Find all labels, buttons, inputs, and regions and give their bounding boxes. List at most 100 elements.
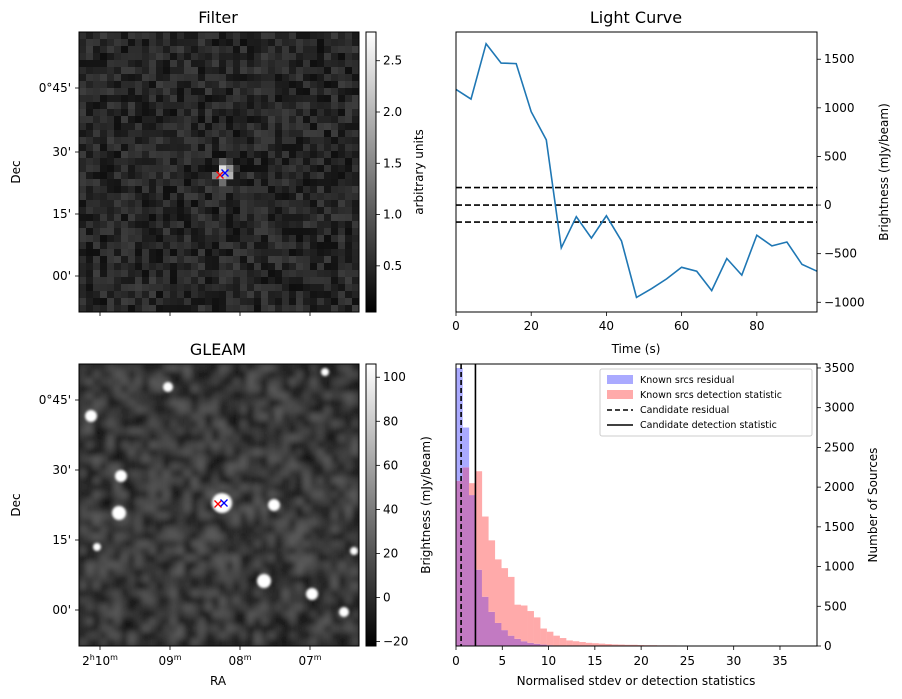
filter-pixel [296,88,304,96]
gleam-source [163,382,173,392]
gleam-pixel [86,427,94,435]
filter-pixel [289,46,297,54]
filter-pixel [331,256,339,264]
gleam-pixel [331,610,339,619]
filter-pixel [156,242,164,250]
filter-pixel [170,60,178,68]
histogram-bar [605,644,612,646]
gleam-pixel [93,526,101,534]
filter-pixel [156,130,164,138]
gleam-pixel [121,448,129,456]
gleam-pixel [331,547,339,555]
gleam-ytick-label: 15' [52,533,71,547]
legend-label-detection: Known srcs detection statistic [640,390,782,401]
filter-pixel [107,249,115,257]
gleam-pixel [163,392,171,400]
gleam-pixel [226,483,234,492]
gleam-pixel [310,483,318,492]
filter-pixel [247,102,255,110]
filter-pixel [345,305,353,313]
filter-pixel [226,242,234,250]
gleam-pixel [170,497,178,506]
filter-pixel [135,305,143,313]
filter-pixel [212,102,220,110]
gleam-pixel [310,638,318,646]
gleam-pixel [324,385,332,393]
filter-pixel [191,256,199,264]
gleam-pixel [135,596,143,604]
gleam-pixel [324,413,332,421]
gleam-pixel [219,441,227,449]
filter-pixel [156,88,164,96]
gleam-pixel [149,519,157,527]
gleam-pixel [184,483,192,492]
filter-pixel [233,207,241,215]
gleam-pixel [275,631,283,640]
filter-pixel [135,116,143,124]
filter-pixel [268,137,276,145]
gleam-pixel [177,455,185,463]
gleam-pixel [282,476,290,485]
filter-pixel [156,46,164,54]
filter-pixel [86,214,94,222]
gleam-pixel [352,631,359,640]
filter-pixel [317,200,325,208]
filter-pixel [135,144,143,152]
gleam-pixel [317,497,325,506]
gleam-pixel [149,364,157,372]
filter-pixel [219,116,227,124]
filter-pixel [282,284,290,292]
gleam-pixel [135,462,143,471]
filter-pixel [142,102,150,110]
filter-pixel [142,32,150,40]
gleam-pixel [212,582,220,590]
filter-pixel [233,200,241,208]
filter-pixel [296,116,304,124]
gleam-pixel [142,519,150,527]
filter-pixel [100,207,108,215]
filter-pixel [121,221,129,229]
gleam-pixel [345,448,353,456]
filter-pixel [177,74,185,82]
gleam-pixel [128,624,136,633]
gleam-pixel [331,505,339,513]
filter-pixel [205,214,213,222]
filter-pixel [261,144,269,152]
gleam-pixel [163,589,171,597]
gleam-pixel [226,427,234,435]
filter-pixel [142,46,150,54]
gleam-pixel [100,371,108,379]
gleam-pixel [219,582,227,590]
filter-pixel [275,88,283,96]
gleam-pixel [177,476,185,485]
gleam-pixel [184,512,192,520]
gleam-pixel [114,406,122,414]
gleam-pixel [170,547,178,555]
gleam-pixel [149,406,157,414]
gleam-pixel [247,462,255,471]
gleam-pixel [275,603,283,612]
filter-pixel [163,221,171,229]
filter-pixel [86,144,94,152]
filter-pixel [296,298,304,306]
filter-pixel [317,270,325,278]
gleam-pixel [275,427,283,435]
gleam-pixel [184,575,192,583]
filter-pixel [254,53,262,61]
gleam-pixel [261,519,269,527]
filter-pixel [352,46,360,54]
filter-pixel [135,207,143,215]
filter-pixel [261,284,269,292]
gleam-pixel [275,589,283,597]
filter-pixel [142,137,150,145]
filter-pixel [268,235,276,243]
gleam-pixel [100,568,108,576]
filter-pixel [352,60,360,68]
gleam-pixel [275,378,283,386]
gleam-pixel [352,540,359,548]
gleam-pixel [345,371,353,379]
gleam-pixel [107,561,115,569]
gleam-pixel [254,624,262,633]
gleam-pixel [198,533,206,541]
filter-pixel [212,151,220,159]
